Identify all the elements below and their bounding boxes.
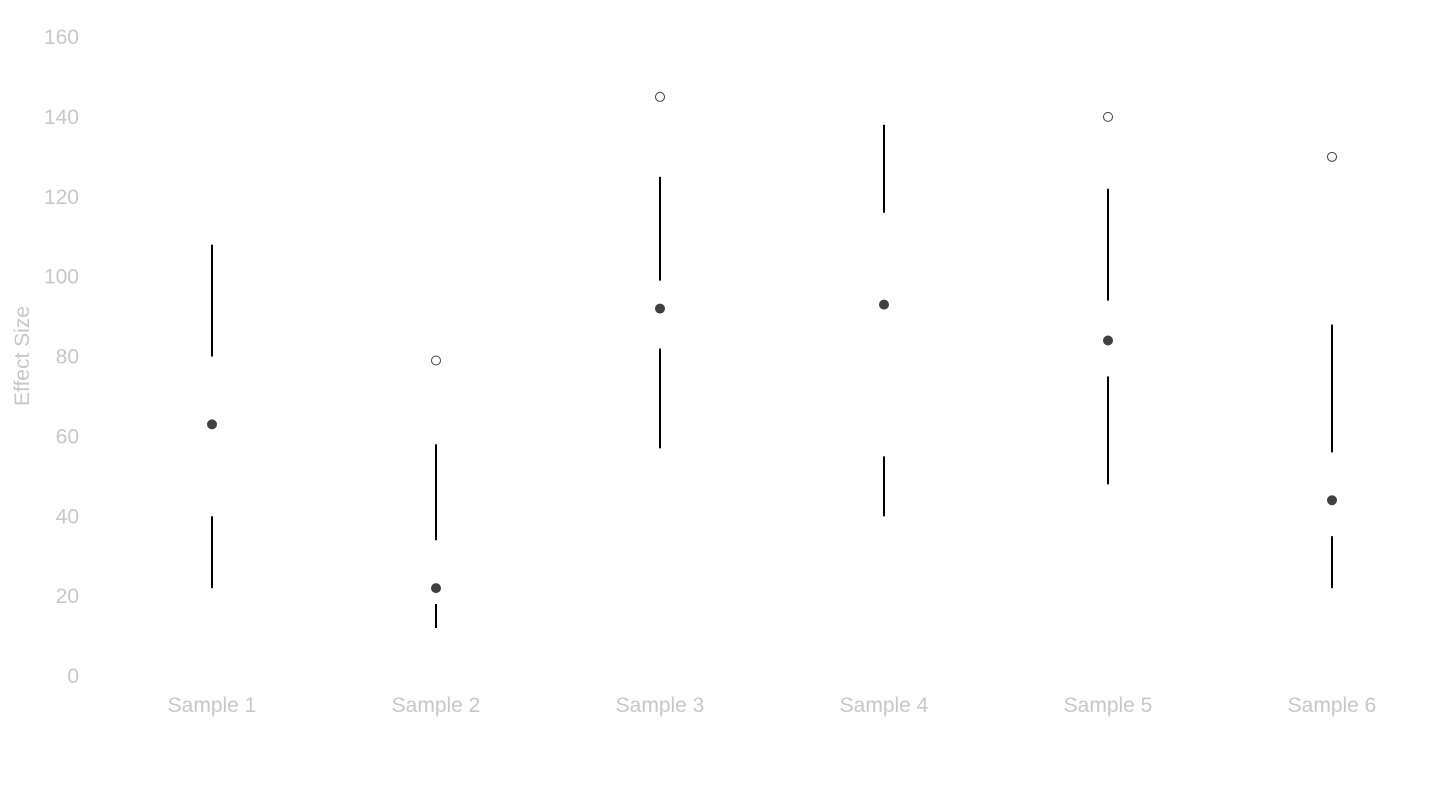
outlier-point xyxy=(1327,151,1337,162)
box-group xyxy=(1103,111,1113,485)
y-tick-label: 140 xyxy=(44,106,79,129)
median-point xyxy=(655,303,665,314)
x-tick-label: Sample 2 xyxy=(392,694,481,717)
plot-area xyxy=(207,91,1337,629)
box-group xyxy=(1327,151,1337,589)
outlier-point xyxy=(431,355,441,366)
box-group xyxy=(431,355,441,629)
x-tick-label: Sample 3 xyxy=(616,694,705,717)
x-tick-label: Sample 4 xyxy=(840,694,929,717)
y-tick-label: 100 xyxy=(44,266,79,289)
y-axis-ticks: 0 20 40 60 80 100 120 140 160 xyxy=(44,26,79,688)
y-axis-title: Effect Size xyxy=(11,306,34,406)
box-group xyxy=(207,244,217,589)
box-group xyxy=(655,91,665,449)
y-tick-label: 40 xyxy=(56,505,79,528)
outlier-point xyxy=(1103,111,1113,122)
median-point xyxy=(1103,335,1113,346)
y-axis-title-group: Effect Size xyxy=(11,306,34,406)
y-tick-label: 160 xyxy=(44,26,79,49)
median-point xyxy=(879,299,889,310)
y-tick-label: 60 xyxy=(56,425,79,448)
median-point xyxy=(207,419,217,430)
y-tick-label: 20 xyxy=(56,585,79,608)
y-tick-label: 80 xyxy=(56,346,79,369)
median-point xyxy=(1327,495,1337,506)
y-tick-label: 120 xyxy=(44,186,79,209)
outlier-point xyxy=(655,91,665,102)
x-tick-label: Sample 5 xyxy=(1064,694,1153,717)
x-tick-label: Sample 6 xyxy=(1288,694,1377,717)
median-point xyxy=(431,583,441,594)
y-tick-label: 0 xyxy=(67,665,79,688)
x-axis-ticks: Sample 1 Sample 2 Sample 3 Sample 4 Sample 5… xyxy=(168,694,1377,717)
box-group xyxy=(879,124,889,517)
x-tick-label: Sample 1 xyxy=(168,694,257,717)
